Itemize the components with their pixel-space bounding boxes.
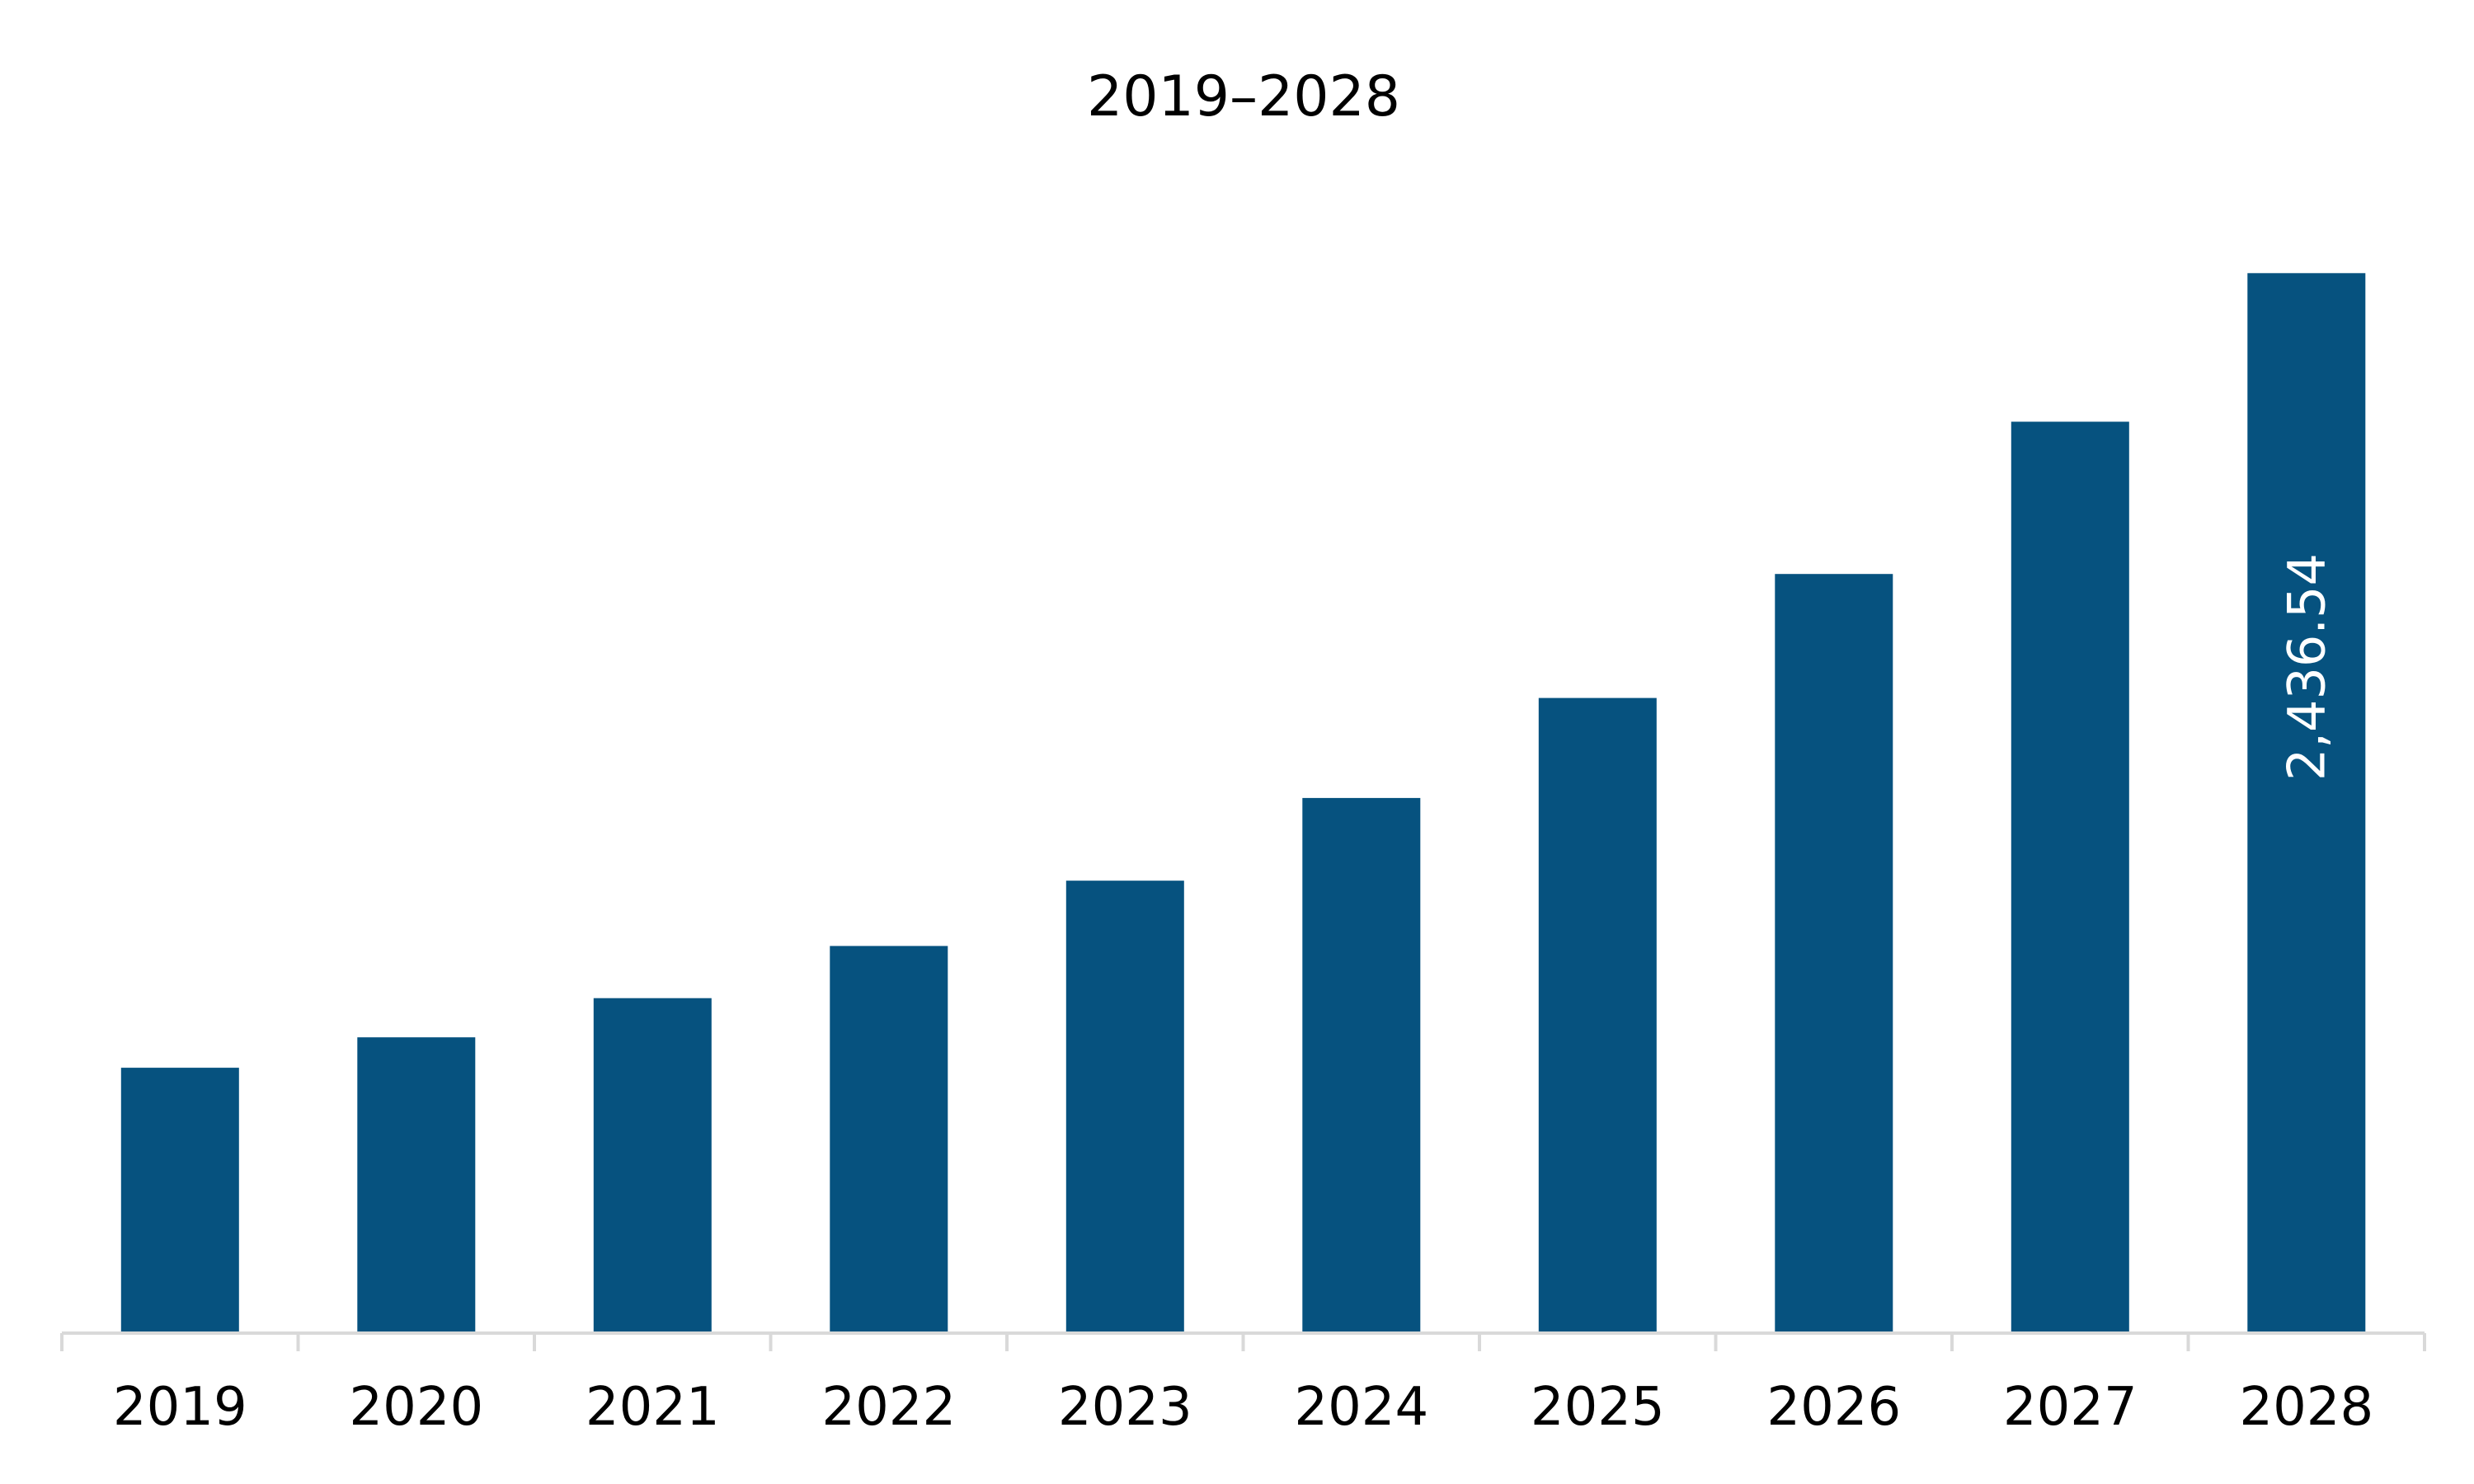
x-axis-tick-labels: 2019 2020 2021 2022 2023 2024 2025 2026 2027 2028 — [113, 1377, 2373, 1438]
bar-2026 — [1775, 574, 1893, 1333]
x-tick-label-2028: 2028 — [2239, 1377, 2373, 1438]
x-tick-label-2024: 2024 — [1294, 1377, 1428, 1438]
bar-2028 — [2247, 273, 2366, 1333]
x-tick-label-2020: 2020 — [349, 1377, 483, 1438]
x-tick-label-2026: 2026 — [1766, 1377, 1901, 1438]
bar-2019 — [120, 1068, 239, 1333]
bar-2022 — [830, 946, 948, 1333]
bar-2027 — [2011, 421, 2129, 1333]
bar-2020 — [357, 1037, 476, 1333]
chart-title: 2019–2028 — [1087, 64, 1400, 129]
x-tick-label-2027: 2027 — [2003, 1377, 2138, 1438]
x-tick-label-2022: 2022 — [821, 1377, 956, 1438]
data-label-2028: 2,436.54 — [2276, 553, 2336, 781]
bar-2021 — [593, 998, 712, 1333]
bar-2024 — [1302, 797, 1421, 1333]
x-tick-label-2023: 2023 — [1058, 1377, 1192, 1438]
x-tick-label-2021: 2021 — [586, 1377, 720, 1438]
x-tick-label-2025: 2025 — [1531, 1377, 1665, 1438]
x-tick-label-2019: 2019 — [113, 1377, 247, 1438]
bars-layer — [120, 273, 2366, 1333]
bar-2023 — [1065, 881, 1184, 1333]
x-axis-ticks — [60, 1333, 2426, 1351]
data-labels-layer: 2,436.54 — [2276, 553, 2336, 781]
bar-2025 — [1538, 697, 1657, 1333]
